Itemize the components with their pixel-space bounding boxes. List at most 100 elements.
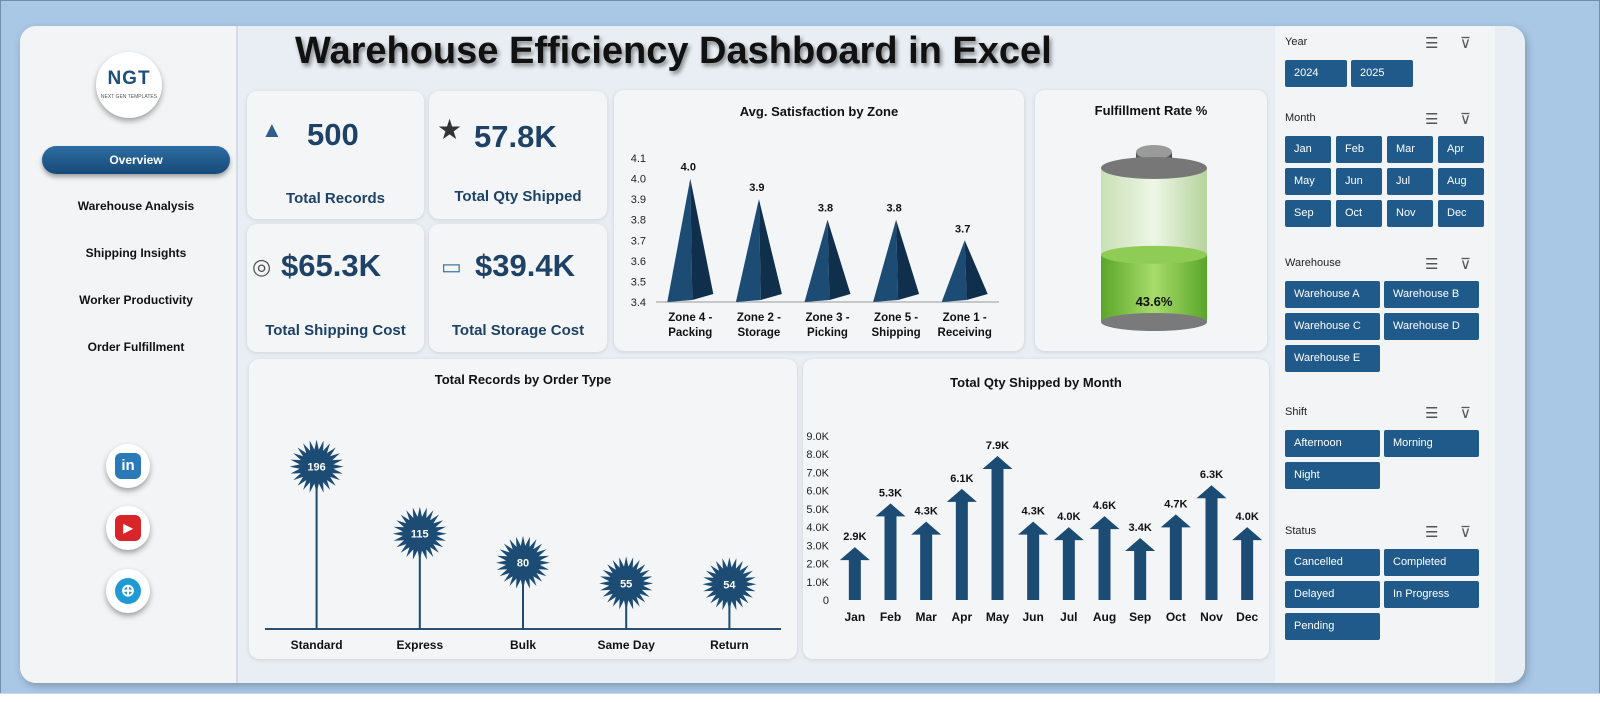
data-label: 54 (723, 579, 736, 591)
y-tick-label: 2.0K (806, 559, 829, 571)
starburst-marker (599, 556, 654, 611)
data-label: 6.1K (950, 473, 973, 485)
slicer-button-warehouse-a[interactable]: Warehouse A (1285, 281, 1380, 308)
slicer-button-sep[interactable]: Sep (1285, 200, 1331, 227)
pyramid-bar-side (896, 219, 920, 300)
slicer-button-may[interactable]: May (1285, 168, 1331, 195)
chart-title: Fulfillment Rate % (1094, 103, 1208, 118)
slicer-title: Warehouse (1285, 257, 1341, 269)
slicer-button-mar[interactable]: Mar (1387, 136, 1433, 163)
slicer-button-jan[interactable]: Jan (1285, 136, 1331, 163)
arrow-bar (1196, 485, 1227, 600)
arrow-bar (875, 503, 906, 600)
multi-select-icon[interactable]: ☰ (1425, 256, 1439, 273)
y-tick-label: 3.9 (631, 194, 646, 206)
y-tick-label: 7.0K (806, 467, 829, 479)
slicer-button-pending[interactable]: Pending (1285, 613, 1380, 640)
slicer-button-morning[interactable]: Morning (1384, 430, 1479, 457)
data-label: 4.3K (915, 506, 938, 518)
slicer-button-in-progress[interactable]: In Progress (1384, 581, 1479, 608)
nav-warehouse-analysis[interactable]: Warehouse Analysis (77, 199, 195, 213)
battery-fill-surface (1101, 245, 1207, 264)
y-tick-label: 3.5 (631, 276, 646, 288)
slicer-button-dec[interactable]: Dec (1438, 200, 1484, 227)
arrow-bar (1160, 514, 1191, 600)
slicer-button-feb[interactable]: Feb (1336, 136, 1382, 163)
x-tick-label: Apr (951, 610, 972, 624)
website-button[interactable]: ⊕ (106, 569, 150, 613)
battery-top-cap (1101, 157, 1207, 179)
slicer-button-warehouse-d[interactable]: Warehouse D (1384, 313, 1479, 340)
ngt-logo: NGT NEXT GEN TEMPLATES (96, 52, 162, 118)
slicer-button-apr[interactable]: Apr (1438, 136, 1484, 163)
linkedin-button[interactable]: in (106, 444, 150, 488)
slicer-year: Year ☰ ⊽ 2024 2025 (1275, 35, 1495, 166)
slicer-button-night[interactable]: Night (1285, 462, 1380, 489)
slicer-button-warehouse-e[interactable]: Warehouse E (1285, 345, 1380, 372)
kpi-label: Total Records (286, 190, 385, 207)
data-label: 55 (620, 578, 632, 590)
nav-overview[interactable]: Overview (42, 146, 230, 174)
slicer-button-aug[interactable]: Aug (1438, 168, 1484, 195)
kpi-value: $65.3K (281, 248, 381, 283)
y-tick-label: 8.0K (806, 449, 829, 461)
x-tick-label: Zone 4 - (668, 312, 712, 324)
pyramid-bar-front (873, 219, 899, 302)
x-tick-label: Jul (1060, 610, 1077, 624)
slicer-shift: Shift ☰ ⊽ Afternoon Morning Night (1275, 405, 1495, 536)
data-label: 4.0K (1057, 511, 1080, 523)
youtube-button[interactable]: ▶ (106, 506, 150, 550)
slicer-button-warehouse-b[interactable]: Warehouse B (1384, 281, 1479, 308)
slicer-button-delayed[interactable]: Delayed (1285, 581, 1380, 608)
x-tick-label: Bulk (510, 638, 536, 652)
starburst-marker (392, 506, 447, 561)
pyramid-bar-front (941, 240, 967, 302)
data-label: 3.7 (955, 223, 970, 235)
satisfaction-chart-card: Avg. Satisfaction by Zone 3.4 3.5 3.6 3.7 3.… (614, 90, 1024, 351)
y-tick-label: 4.0K (806, 522, 829, 534)
x-tick-label: Picking (807, 327, 848, 339)
slicer-button-oct[interactable]: Oct (1336, 200, 1382, 227)
pyramid-bar-side (964, 240, 988, 300)
x-tick-label: Express (396, 638, 443, 652)
x-tick-label: Oct (1166, 610, 1186, 624)
youtube-icon: ▶ (115, 515, 141, 541)
slicer-button-afternoon[interactable]: Afternoon (1285, 430, 1380, 457)
multi-select-icon[interactable]: ☰ (1425, 524, 1439, 541)
nav-order-fulfillment[interactable]: Order Fulfillment (87, 340, 185, 354)
sidebar: NGT NEXT GEN TEMPLATES Overview Warehous… (20, 26, 238, 683)
y-tick-label: 3.7 (631, 235, 646, 247)
nav-shipping-insights[interactable]: Shipping Insights (85, 246, 187, 260)
data-label: 6.3K (1200, 469, 1223, 481)
slicer-button-2024[interactable]: 2024 (1285, 60, 1347, 87)
slicer-button-2025[interactable]: 2025 (1351, 60, 1413, 87)
nav-worker-productivity[interactable]: Worker Productivity (79, 293, 193, 307)
arrow-bar (1089, 516, 1120, 600)
slicer-button-cancelled[interactable]: Cancelled (1285, 549, 1380, 576)
globe-icon: ⊕ (115, 578, 141, 604)
page-title: Warehouse Efficiency Dashboard in Excel (295, 30, 1052, 72)
clear-filter-icon[interactable]: ⊽ (1460, 405, 1471, 422)
clear-filter-icon[interactable]: ⊽ (1460, 524, 1471, 541)
pyramid-bar-side (690, 178, 714, 300)
clear-filter-icon[interactable]: ⊽ (1460, 111, 1471, 128)
arrow-bar (839, 547, 870, 600)
x-tick-label: Dec (1236, 610, 1258, 624)
slicer-button-warehouse-c[interactable]: Warehouse C (1285, 313, 1380, 340)
x-tick-label: Receiving (938, 327, 992, 339)
multi-select-icon[interactable]: ☰ (1425, 111, 1439, 128)
clear-filter-icon[interactable]: ⊽ (1460, 35, 1471, 52)
starburst-marker (702, 557, 757, 612)
x-tick-label: Packing (668, 327, 712, 339)
slicer-button-jun[interactable]: Jun (1336, 168, 1382, 195)
slicer-button-completed[interactable]: Completed (1384, 549, 1479, 576)
slicer-button-jul[interactable]: Jul (1387, 168, 1433, 195)
slicer-button-nov[interactable]: Nov (1387, 200, 1433, 227)
data-label: 3.8 (818, 203, 833, 215)
slicer-title: Month (1285, 112, 1316, 124)
data-label: 196 (307, 462, 325, 474)
y-tick-label: 3.4 (631, 297, 646, 309)
clear-filter-icon[interactable]: ⊽ (1460, 256, 1471, 273)
multi-select-icon[interactable]: ☰ (1425, 405, 1439, 422)
multi-select-icon[interactable]: ☰ (1425, 35, 1439, 52)
